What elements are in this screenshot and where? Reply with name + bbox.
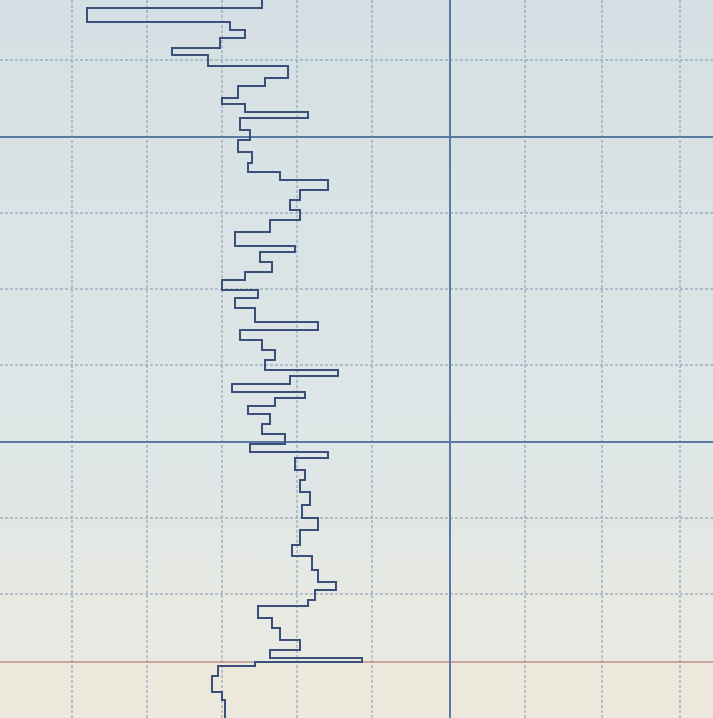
- paper: [0, 0, 713, 662]
- paper-lower: [0, 662, 713, 718]
- trace: [86, 0, 363, 718]
